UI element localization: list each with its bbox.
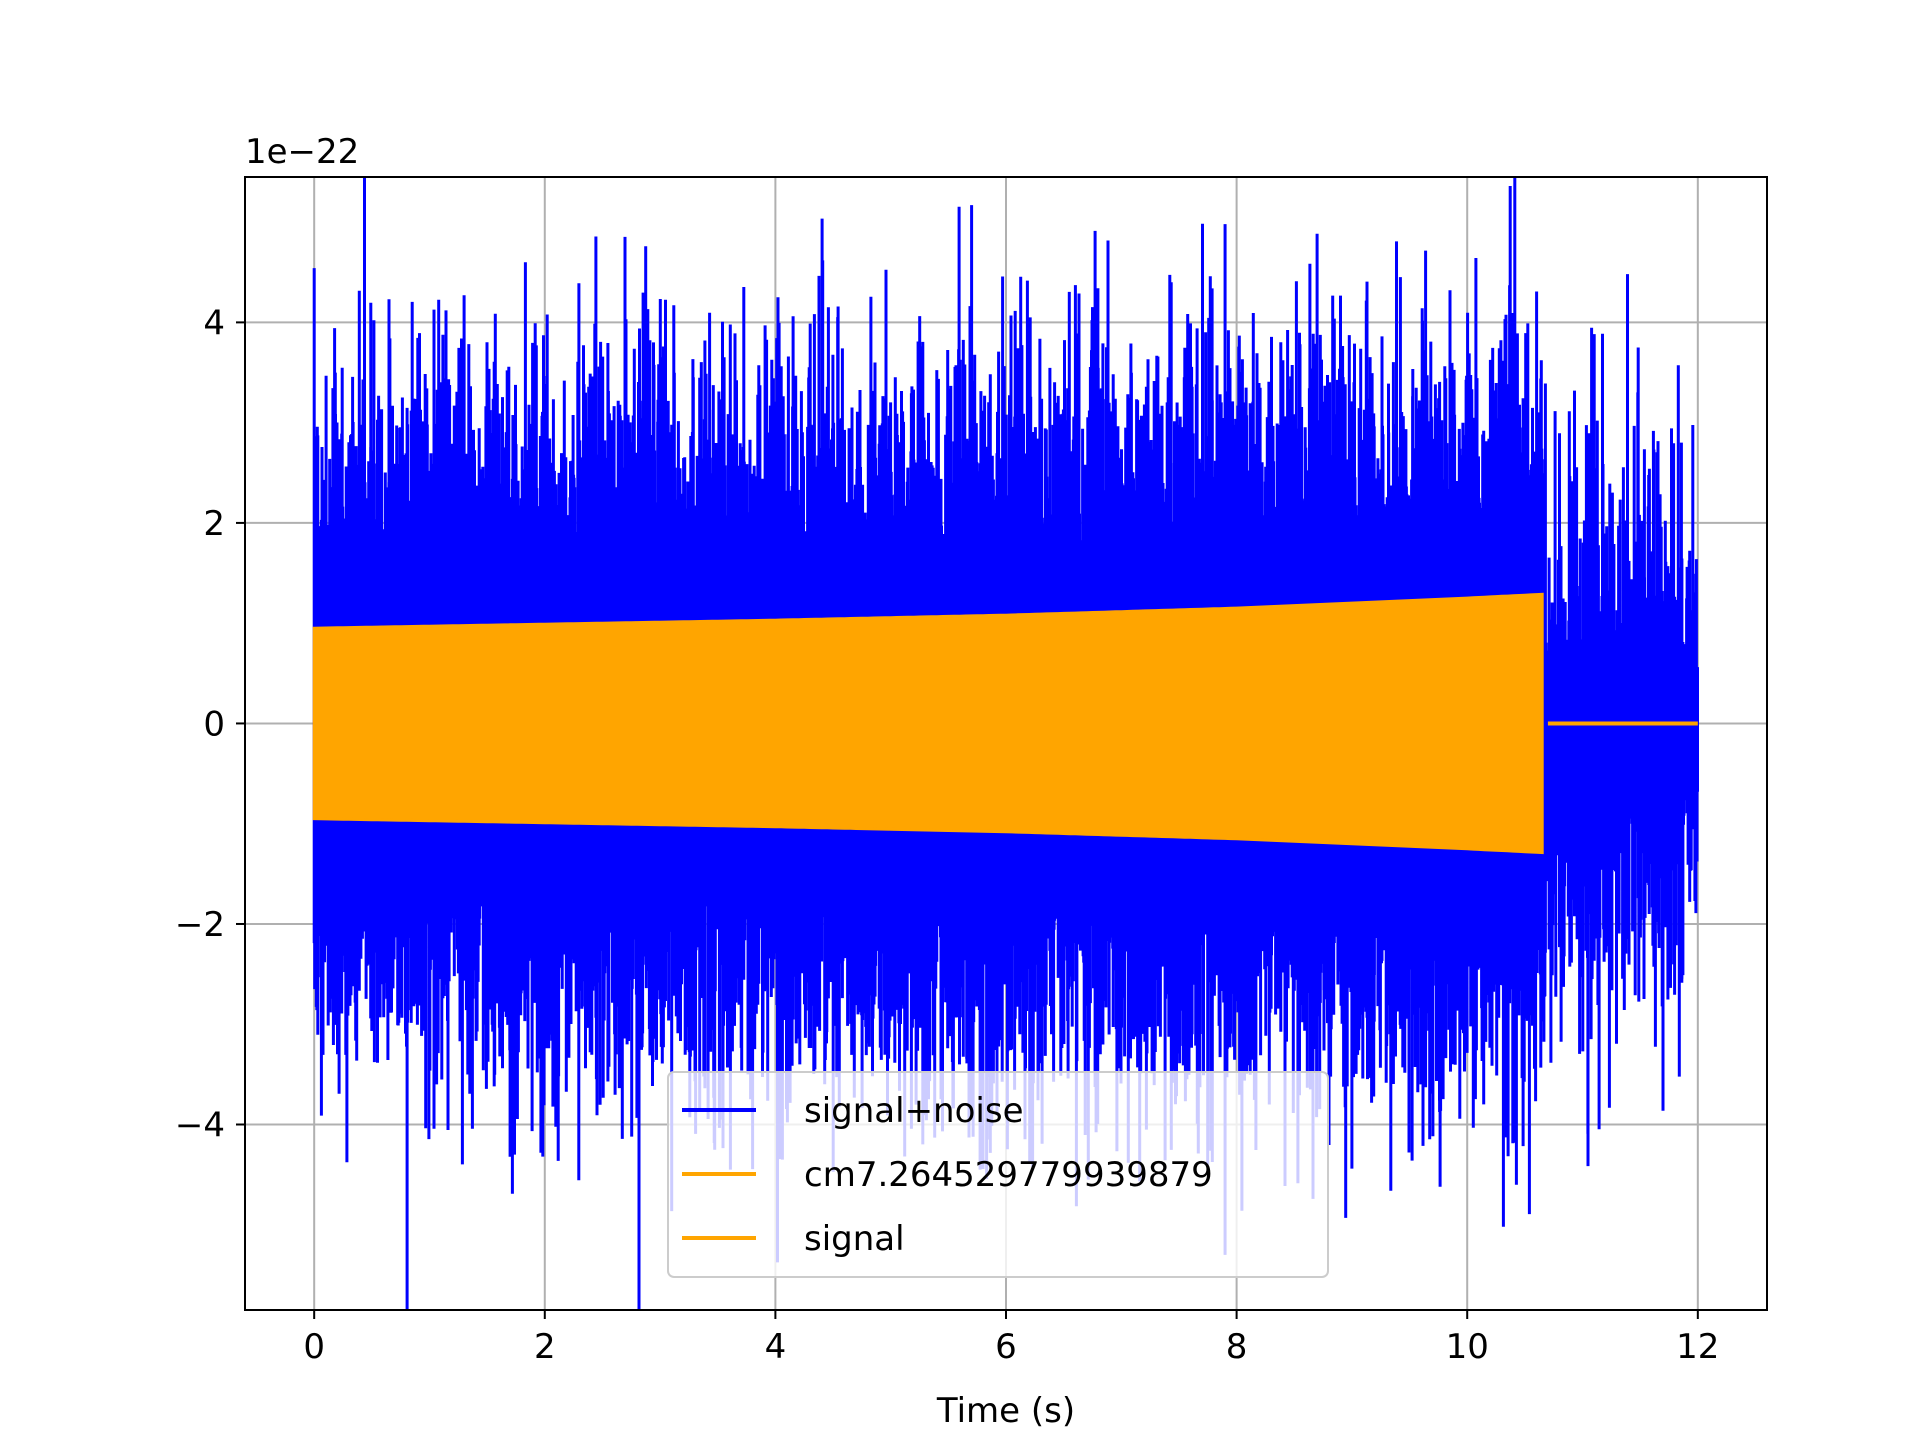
x-tick-label: 8	[1226, 1327, 1248, 1367]
x-axis-label: Time (s)	[936, 1391, 1075, 1431]
y-offset-label: 1e−22	[245, 132, 359, 172]
x-tick-label: 12	[1676, 1327, 1719, 1367]
legend-label: cm7.264529779939879	[804, 1155, 1213, 1195]
y-axis: −4 −2 0 2 4	[175, 303, 245, 1146]
legend-box	[667, 1071, 1329, 1278]
series-cm-line	[312, 592, 1544, 855]
legend-label: signal	[804, 1219, 905, 1259]
y-tick-label: 4	[203, 303, 225, 343]
x-tick-label: 4	[765, 1327, 787, 1367]
x-tick-label: 6	[995, 1327, 1017, 1367]
y-tick-label: 0	[203, 704, 225, 744]
series-layer	[312, 177, 1699, 1310]
x-tick-label: 0	[303, 1327, 325, 1367]
y-tick-label: −4	[175, 1106, 225, 1146]
x-axis: 0 2 4 6 8 10 12	[303, 1310, 1719, 1367]
x-tick-label: 2	[534, 1327, 556, 1367]
legend-label: signal+noise	[804, 1091, 1024, 1131]
y-tick-label: −2	[175, 905, 225, 945]
legend: signal+noise cm7.264529779939879 signal	[667, 1071, 1329, 1278]
x-tick-label: 10	[1446, 1327, 1489, 1367]
y-tick-label: 2	[203, 504, 225, 544]
